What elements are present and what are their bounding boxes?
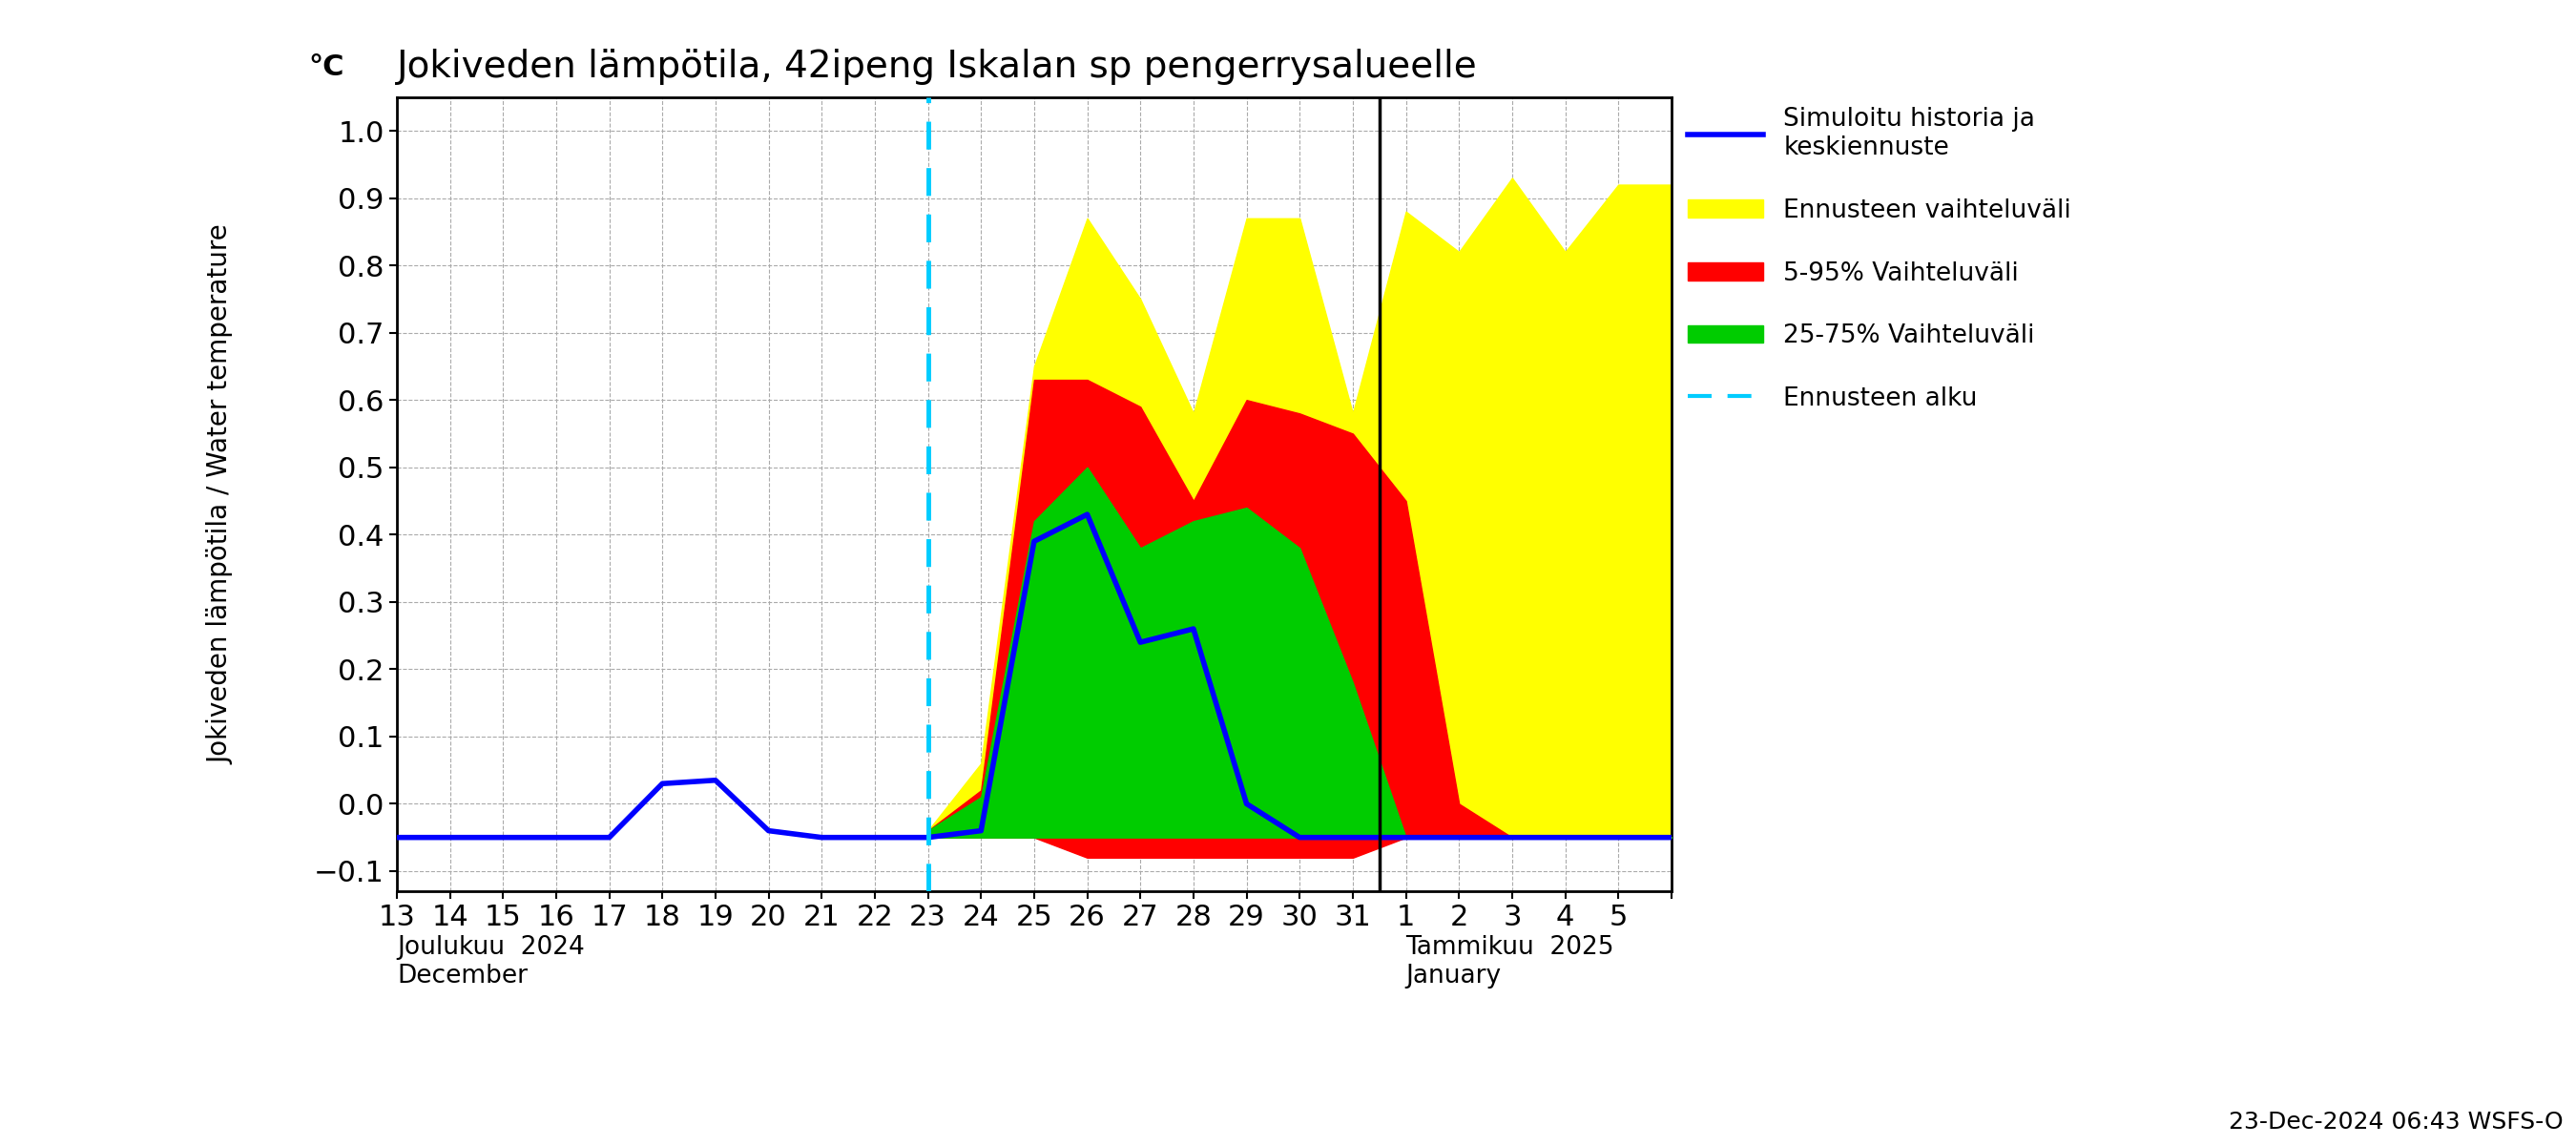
Text: °C: °C xyxy=(309,54,345,81)
Text: Tammikuu  2025
January: Tammikuu 2025 January xyxy=(1406,935,1615,988)
Text: 23-Dec-2024 06:43 WSFS-O: 23-Dec-2024 06:43 WSFS-O xyxy=(2228,1111,2563,1134)
Legend: Simuloitu historia ja
keskiennuste, Ennusteen vaihteluväli, 5-95% Vaihteluväli, : Simuloitu historia ja keskiennuste, Ennu… xyxy=(1677,97,2081,421)
Text: Jokiveden lämpötila, 42ipeng Iskalan sp pengerrysalueelle: Jokiveden lämpötila, 42ipeng Iskalan sp … xyxy=(397,48,1479,85)
Y-axis label: Jokiveden lämpötila / Water temperature: Jokiveden lämpötila / Water temperature xyxy=(209,224,234,764)
Text: Joulukuu  2024
December: Joulukuu 2024 December xyxy=(397,935,585,988)
